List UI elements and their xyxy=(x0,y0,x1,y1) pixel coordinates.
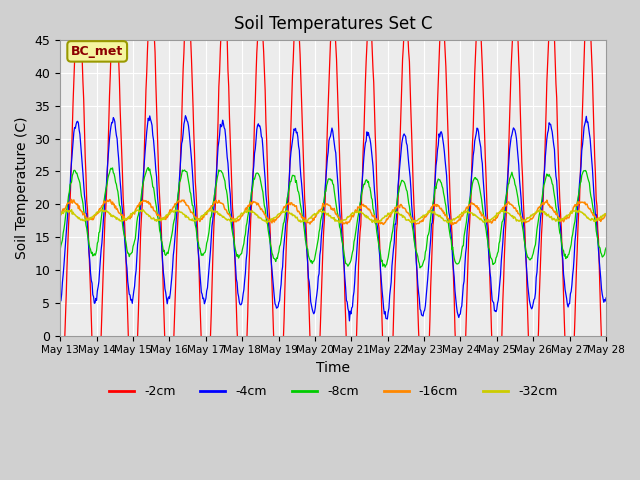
-32cm xyxy=(179,210,186,216)
-2cm xyxy=(401,21,409,26)
-32cm xyxy=(602,211,610,216)
-8cm xyxy=(400,179,408,185)
-2cm xyxy=(56,418,64,424)
-2cm xyxy=(122,264,130,270)
-16cm xyxy=(56,214,64,219)
-16cm xyxy=(123,216,131,222)
-4cm xyxy=(401,132,409,138)
Line: -2cm: -2cm xyxy=(60,0,606,442)
-2cm xyxy=(383,439,391,444)
-4cm xyxy=(346,318,353,324)
-4cm xyxy=(56,299,64,304)
-4cm xyxy=(178,141,186,146)
-32cm xyxy=(56,212,64,218)
-8cm xyxy=(145,165,152,170)
Text: BC_met: BC_met xyxy=(71,45,124,58)
-32cm xyxy=(66,208,74,214)
-16cm xyxy=(179,197,186,203)
Line: -4cm: -4cm xyxy=(60,116,606,321)
-2cm xyxy=(66,200,74,206)
-8cm xyxy=(56,247,64,252)
-4cm xyxy=(417,308,425,313)
Line: -8cm: -8cm xyxy=(60,168,606,268)
-16cm xyxy=(449,222,456,228)
-8cm xyxy=(179,167,186,173)
-2cm xyxy=(602,416,610,422)
-4cm xyxy=(66,185,74,191)
Legend: -2cm, -4cm, -8cm, -16cm, -32cm: -2cm, -4cm, -8cm, -16cm, -32cm xyxy=(104,380,563,403)
-32cm xyxy=(122,216,130,222)
-8cm xyxy=(66,182,74,188)
-32cm xyxy=(417,215,425,220)
-8cm xyxy=(122,241,130,247)
-16cm xyxy=(66,199,74,205)
-4cm xyxy=(602,295,610,301)
Line: -16cm: -16cm xyxy=(60,200,606,225)
-8cm xyxy=(207,214,215,220)
Y-axis label: Soil Temperature (C): Soil Temperature (C) xyxy=(15,117,29,259)
-2cm xyxy=(417,391,425,397)
Line: -32cm: -32cm xyxy=(60,210,606,223)
-8cm xyxy=(417,264,425,270)
-2cm xyxy=(207,311,215,317)
-16cm xyxy=(68,197,76,203)
-16cm xyxy=(207,203,215,209)
-4cm xyxy=(207,236,215,241)
-2cm xyxy=(178,120,186,126)
-32cm xyxy=(207,208,215,214)
X-axis label: Time: Time xyxy=(316,361,350,375)
-4cm xyxy=(122,259,130,264)
-16cm xyxy=(416,218,424,224)
-8cm xyxy=(416,265,424,271)
-16cm xyxy=(602,212,610,217)
-32cm xyxy=(401,215,409,220)
-8cm xyxy=(602,245,610,251)
Title: Soil Temperatures Set C: Soil Temperatures Set C xyxy=(234,15,433,33)
-16cm xyxy=(400,205,408,211)
-32cm xyxy=(139,207,147,213)
-32cm xyxy=(263,220,271,226)
-4cm xyxy=(182,113,189,119)
